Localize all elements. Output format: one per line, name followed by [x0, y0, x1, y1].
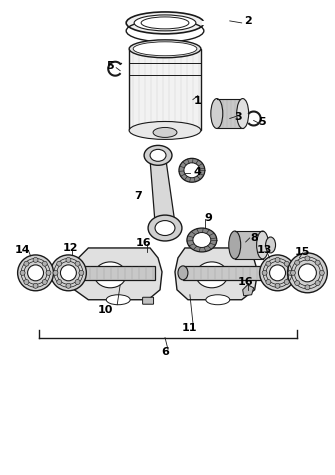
Ellipse shape	[129, 122, 201, 139]
Ellipse shape	[133, 42, 197, 56]
Ellipse shape	[257, 231, 269, 259]
Ellipse shape	[229, 231, 241, 259]
Circle shape	[295, 260, 300, 265]
Ellipse shape	[106, 295, 130, 305]
Circle shape	[284, 261, 289, 266]
Circle shape	[288, 270, 293, 276]
Text: 8: 8	[251, 233, 259, 243]
Ellipse shape	[134, 15, 196, 31]
Bar	[217, 99, 243, 128]
Ellipse shape	[211, 99, 223, 128]
Text: 7: 7	[134, 191, 142, 201]
Text: 5: 5	[107, 61, 114, 71]
Circle shape	[75, 261, 80, 266]
Ellipse shape	[184, 163, 200, 178]
Circle shape	[262, 270, 267, 276]
Polygon shape	[175, 248, 258, 300]
Ellipse shape	[187, 228, 217, 252]
Ellipse shape	[141, 17, 189, 29]
Text: 2: 2	[244, 16, 252, 26]
Text: 1: 1	[194, 95, 202, 105]
Polygon shape	[243, 285, 254, 296]
Circle shape	[275, 283, 280, 288]
Circle shape	[319, 270, 324, 276]
Circle shape	[42, 261, 47, 266]
Ellipse shape	[126, 12, 204, 34]
Circle shape	[60, 265, 76, 281]
Circle shape	[24, 261, 29, 266]
Text: 9: 9	[204, 213, 212, 223]
Ellipse shape	[155, 220, 175, 236]
Circle shape	[53, 270, 58, 276]
Circle shape	[20, 270, 25, 276]
Circle shape	[260, 255, 295, 291]
Ellipse shape	[284, 266, 294, 280]
Bar	[183, 266, 289, 280]
Circle shape	[79, 270, 84, 276]
Ellipse shape	[237, 99, 249, 128]
Ellipse shape	[266, 237, 276, 253]
Ellipse shape	[196, 262, 228, 288]
Circle shape	[275, 257, 280, 262]
Ellipse shape	[94, 262, 126, 288]
Ellipse shape	[148, 215, 182, 241]
Circle shape	[290, 270, 295, 276]
Text: 16: 16	[238, 277, 254, 287]
Circle shape	[315, 260, 320, 265]
Circle shape	[66, 283, 71, 288]
Text: 13: 13	[257, 245, 272, 255]
FancyBboxPatch shape	[143, 297, 153, 304]
Text: 15: 15	[295, 247, 310, 257]
Ellipse shape	[179, 158, 205, 182]
Text: 11: 11	[182, 323, 198, 332]
Ellipse shape	[153, 127, 177, 137]
Circle shape	[42, 279, 47, 285]
Circle shape	[298, 264, 316, 282]
Text: 10: 10	[97, 304, 113, 315]
Circle shape	[270, 265, 285, 281]
Bar	[129, 49, 201, 131]
Circle shape	[46, 270, 51, 276]
Circle shape	[27, 265, 44, 281]
Circle shape	[284, 279, 289, 285]
Polygon shape	[72, 248, 162, 300]
Circle shape	[266, 279, 271, 285]
Ellipse shape	[206, 295, 230, 305]
Circle shape	[18, 255, 54, 291]
Text: 16: 16	[135, 238, 151, 248]
Bar	[30, 266, 155, 280]
Ellipse shape	[150, 149, 166, 162]
Circle shape	[315, 281, 320, 285]
Circle shape	[57, 261, 62, 266]
Circle shape	[51, 255, 86, 291]
Ellipse shape	[193, 233, 211, 247]
Circle shape	[33, 283, 38, 288]
Text: 12: 12	[63, 243, 78, 253]
Bar	[235, 231, 263, 259]
Text: 5: 5	[258, 117, 265, 127]
Polygon shape	[150, 151, 175, 233]
Circle shape	[57, 279, 62, 285]
Text: 14: 14	[15, 245, 30, 255]
Circle shape	[75, 279, 80, 285]
Circle shape	[305, 285, 310, 290]
Text: 6: 6	[161, 347, 169, 357]
Ellipse shape	[144, 145, 172, 165]
Circle shape	[66, 257, 71, 262]
Circle shape	[266, 261, 271, 266]
Circle shape	[24, 279, 29, 285]
Circle shape	[295, 281, 300, 285]
Ellipse shape	[178, 266, 188, 280]
Circle shape	[287, 253, 327, 293]
Circle shape	[305, 256, 310, 261]
Text: 3: 3	[234, 112, 242, 122]
Ellipse shape	[25, 266, 36, 280]
Ellipse shape	[129, 40, 201, 58]
Text: 4: 4	[194, 167, 202, 177]
Circle shape	[33, 257, 38, 262]
